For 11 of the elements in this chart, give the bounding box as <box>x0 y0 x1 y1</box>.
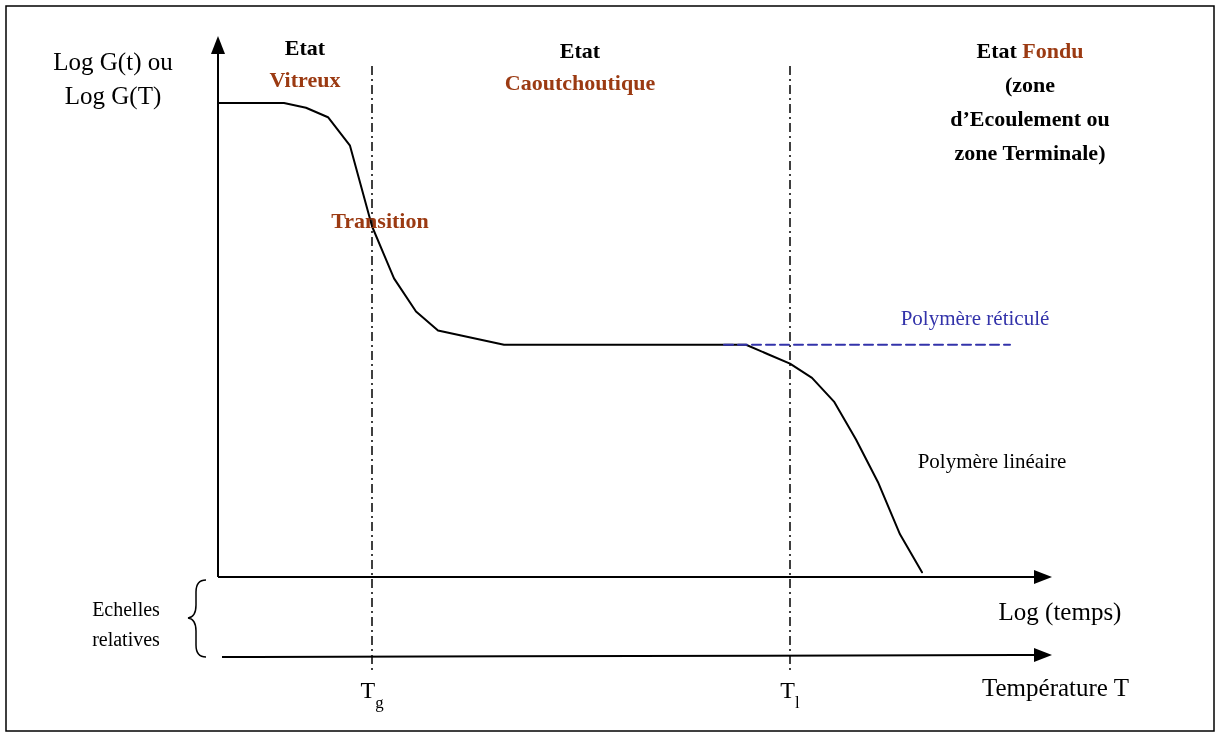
series-label: Polymère réticulé <box>900 305 1050 330</box>
text: Etat Fondu (zone d’Ecoulement ou zone Terminale) <box>950 38 1110 165</box>
text: Température T <box>982 674 1130 701</box>
series-label: Polymère linéaire <box>917 448 1067 473</box>
x-tick-label: T$_{l}$ <box>780 677 800 712</box>
y-axis-title: Log G(t) ou Log G(T) <box>53 48 174 110</box>
text: Etat Caoutchoutique <box>504 38 656 95</box>
text: Echelles relatives <box>92 598 161 650</box>
text: Etat Vitreux <box>269 35 341 92</box>
x-tick-label: T$_{g}$ <box>360 677 385 712</box>
x-axis-title: Log (temps) <box>998 598 1122 626</box>
